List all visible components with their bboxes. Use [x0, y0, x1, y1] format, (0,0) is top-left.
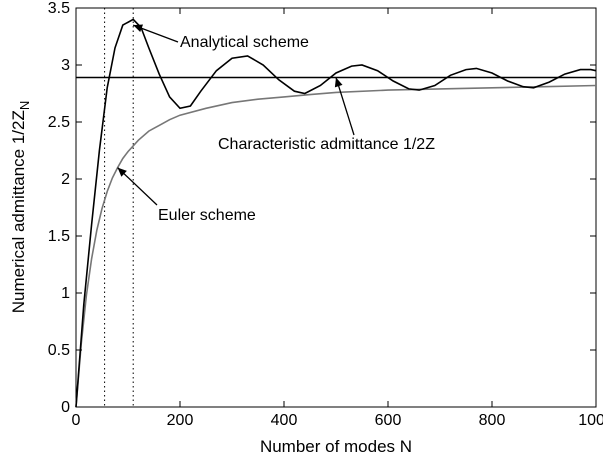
- y-axis-label-group: Numerical admittance 1/2ZN: [9, 101, 32, 314]
- annotation-characteristic: Characteristic admittance 1/2Z: [218, 136, 435, 153]
- y-axis-label-subscript: N: [17, 101, 32, 110]
- arrow-head: [133, 24, 144, 33]
- arrow-head: [334, 77, 343, 88]
- euler-scheme-line: [75, 84, 597, 408]
- x-tick-label: 0: [72, 412, 81, 429]
- arrow-line: [117, 167, 158, 206]
- y-tick-label: 3: [61, 57, 70, 74]
- y-tick-label: 0: [61, 399, 70, 416]
- y-axis-label: Numerical admittance 1/2Z: [9, 110, 28, 313]
- plot-area: [75, 7, 597, 408]
- y-tick-label: 3.5: [48, 0, 70, 17]
- guide-lines: [104, 8, 134, 407]
- y-tick-label: 2: [61, 171, 70, 188]
- svg-text:Numerical admittance 1/2ZN: Numerical admittance 1/2ZN: [9, 101, 32, 314]
- annotation-euler: Euler scheme: [158, 207, 256, 224]
- x-tick-label: 800: [479, 412, 506, 429]
- x-tick-label: 600: [375, 412, 402, 429]
- arrow-head: [117, 167, 127, 177]
- x-tick-label: 400: [271, 412, 298, 429]
- arrow-line: [335, 77, 355, 136]
- x-tick-label: 200: [167, 412, 194, 429]
- y-tick-label: 0.5: [48, 342, 70, 359]
- y-tick-label: 1.5: [48, 228, 70, 245]
- annotation-arrows: [117, 24, 355, 206]
- y-tick-label: 1: [61, 285, 70, 302]
- y-axis-ticks: 0 0.5 1 1.5 2 2.5 3 3.5: [48, 0, 596, 416]
- analytical-scheme-line: [75, 18, 597, 408]
- annotation-analytical: Analytical scheme: [180, 34, 309, 51]
- y-tick-label: 2.5: [48, 114, 70, 131]
- x-axis-label: Number of modes N: [260, 437, 412, 456]
